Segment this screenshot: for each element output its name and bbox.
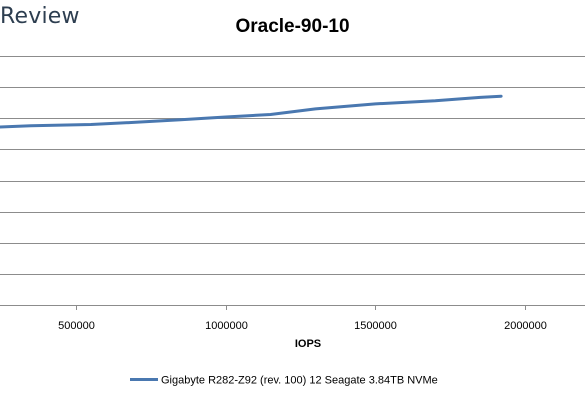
x-tick-label: 1000000 (205, 320, 248, 332)
legend: Gigabyte R282-Z92 (rev. 100) 12 Seagate … (130, 375, 438, 387)
gridlines (0, 56, 585, 275)
series-group (0, 94, 503, 129)
x-tick-label: 2000000 (504, 320, 547, 332)
brand-logo: Review (0, 4, 80, 29)
x-tick-label: 500000 (58, 320, 95, 332)
x-axis-label: IOPS (295, 338, 321, 350)
x-axis: 500000 1000000 1500000 2000000 (0, 305, 585, 332)
x-tick-label: 1500000 (354, 320, 397, 332)
legend-label: Gigabyte R282-Z92 (rev. 100) 12 Seagate … (161, 375, 438, 387)
chart-title: Oracle-90-10 (235, 16, 350, 37)
series-line-1 (0, 94, 503, 129)
